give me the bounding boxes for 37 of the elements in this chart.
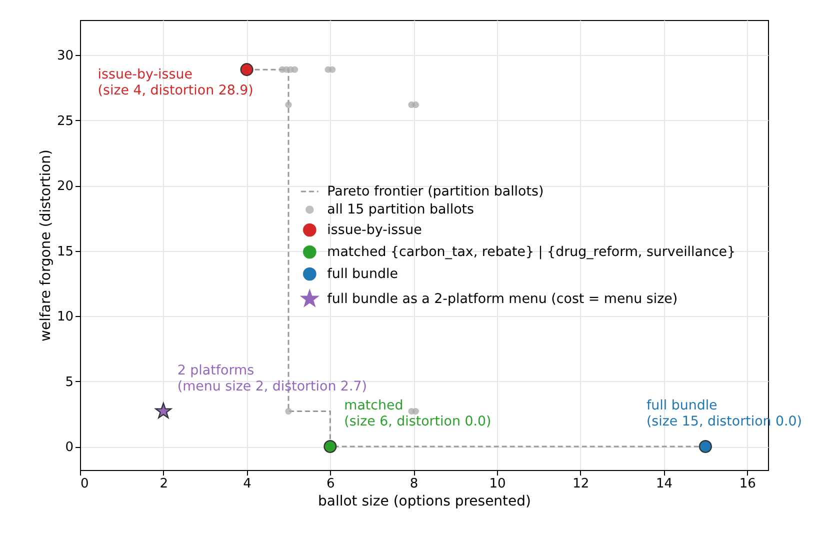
legend-label: issue-by-issue [327,223,422,238]
point [285,408,292,415]
point [324,440,337,454]
y-tick-label: 0 [65,440,74,456]
point [412,101,420,108]
y-tick-label: 15 [56,244,74,260]
y-tick-label: 30 [56,48,74,64]
y-tick-label: 5 [65,374,74,390]
point [412,408,420,415]
x-tick-label: 12 [572,476,590,492]
x-tick-label: 14 [656,476,673,492]
point [285,101,292,108]
x-tick-label: 2 [160,476,168,492]
point [291,66,298,73]
legend-label: full bundle [327,267,398,282]
annotation: issue-by-issue (size 4, distortion 28.9) [98,68,254,99]
x-tick-label: 6 [326,476,335,492]
annotation: matched (size 6, distortion 0.0) [344,398,492,430]
legend-label: matched {carbon_tax, rebate} | {drug_reform, surveillance} [327,245,736,260]
point [328,66,336,73]
x-tick-label: 8 [410,476,418,492]
point [698,440,712,454]
y-axis-title: welfare forgone (distortion) [38,150,54,342]
y-tick-label: 25 [56,114,74,129]
x-tick-label: 10 [489,476,506,492]
x-tick-label: 0 [80,476,89,492]
y-tick-label: 20 [56,179,74,194]
point [155,402,172,418]
x-tick-label: 16 [739,476,756,492]
x-axis-title: ballot size (options presented) [318,494,532,510]
legend-label: Pareto frontier (partition ballots) [327,184,544,200]
legend-label: all 15 partition ballots [327,202,474,218]
y-tick-label: 10 [56,310,74,325]
annotation: 2 platforms (menu size 2, distortion 2.7) [177,363,367,394]
point [240,63,254,76]
legend-label: full bundle as a 2-platform menu (cost = menu size) [327,292,678,307]
x-tick-label: 4 [243,476,252,492]
